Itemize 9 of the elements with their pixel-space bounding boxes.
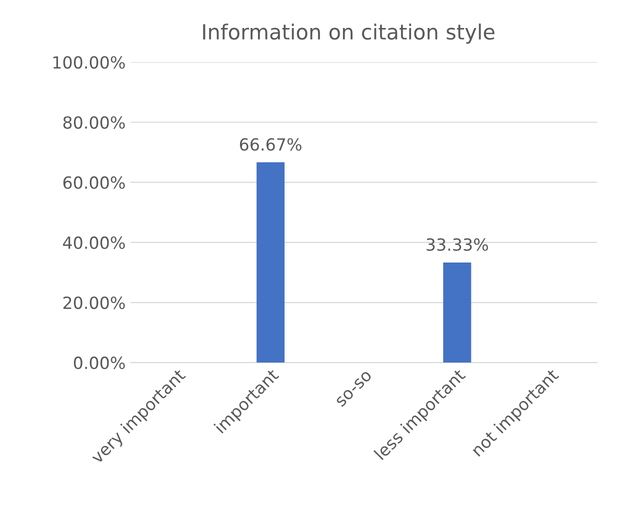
y-tick-label: 20.00%	[63, 296, 125, 310]
chart-title: Information on citation style	[203, 24, 494, 44]
y-tick-label: 80.00%	[63, 116, 125, 129]
y-tick-label: 0.00%	[74, 356, 125, 370]
y-tick-label: 40.00%	[63, 236, 125, 249]
y-tick-label: 100.00%	[53, 56, 125, 69]
data-label: 66.67%	[240, 138, 302, 151]
data-label: 33.33%	[426, 238, 488, 251]
y-tick-label: 60.00%	[63, 176, 125, 189]
